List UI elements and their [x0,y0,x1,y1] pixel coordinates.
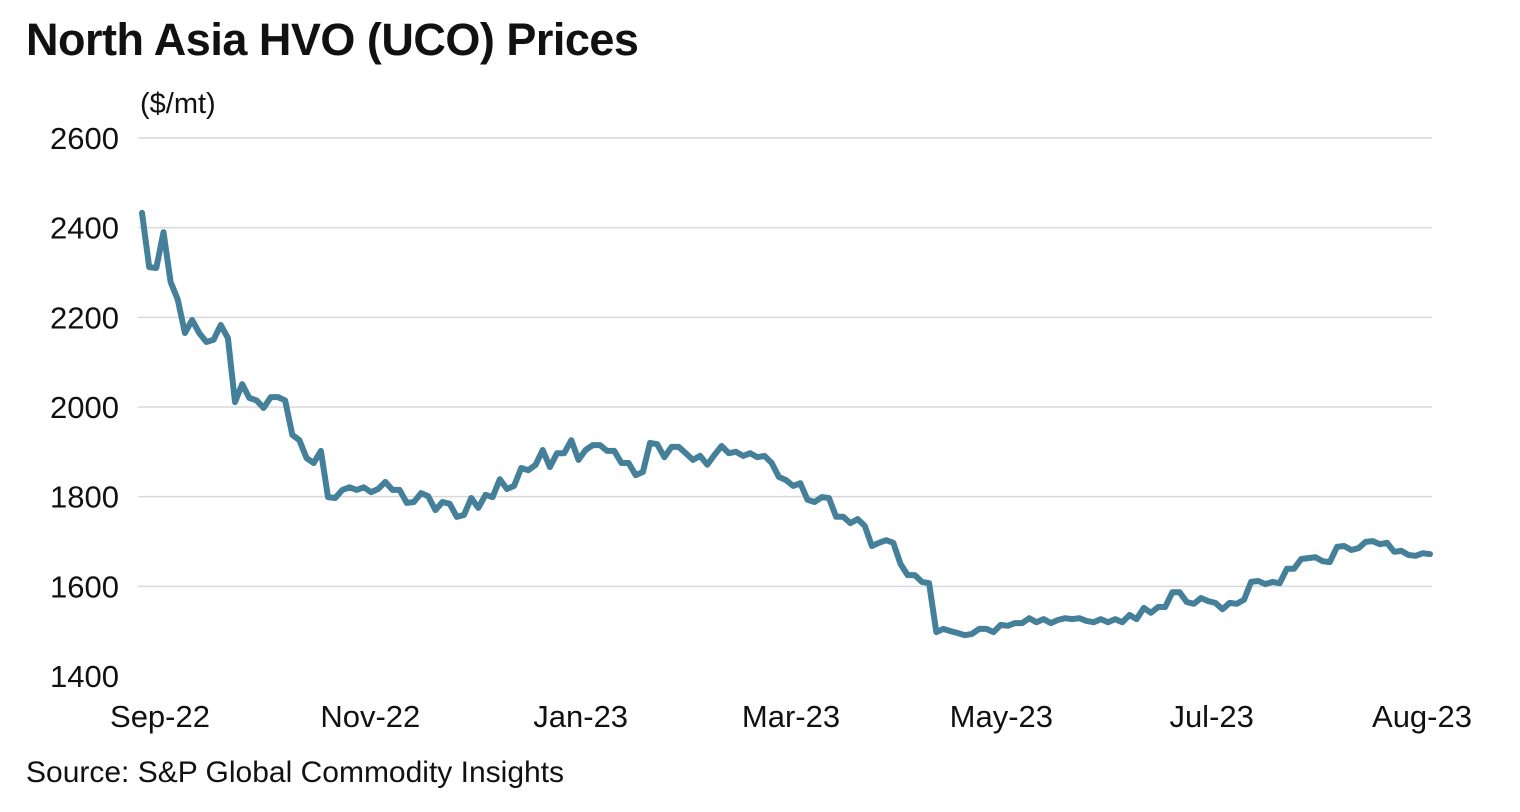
y-tick-label: 2600 [50,121,119,156]
x-tick-label: Jan-23 [533,699,628,734]
x-tick-label: Nov-22 [320,699,420,734]
y-tick-label: 2000 [50,390,119,425]
x-tick-label: May-23 [950,699,1053,734]
source-note: Source: S&P Global Commodity Insights [26,756,565,789]
y-tick-label: 1400 [50,659,119,694]
x-tick-label: Sep-22 [110,699,210,734]
y-tick-label: 2400 [50,211,119,246]
y-tick-label: 2200 [50,300,119,335]
price-line [139,209,1433,639]
x-tick-label: Aug-23 [1372,699,1472,734]
x-tick-label: Jul-23 [1169,699,1253,734]
y-axis-unit-label: ($/mt) [140,88,216,120]
y-tick-label: 1800 [50,480,119,515]
chart-title: North Asia HVO (UCO) Prices [26,14,639,65]
x-tick-label: Mar-23 [742,699,840,734]
y-tick-label: 1600 [50,569,119,604]
